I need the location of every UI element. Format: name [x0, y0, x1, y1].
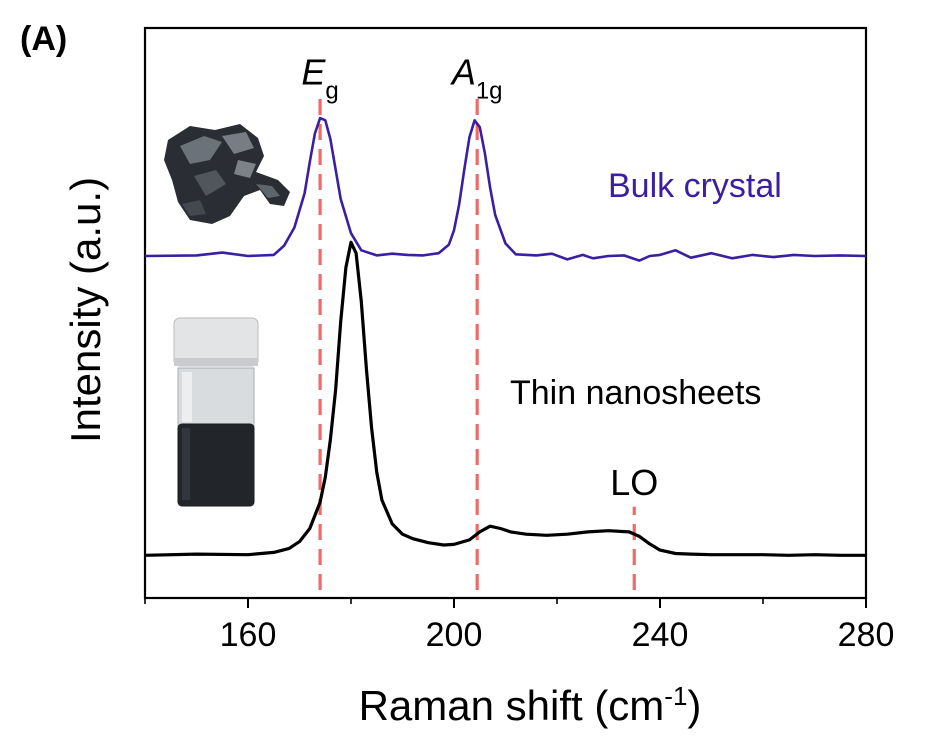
- x-tick-label-200: 200: [426, 616, 483, 654]
- x-axis-label-exponent: -1: [664, 681, 687, 711]
- y-axis-label: Intensity (a.u.): [62, 177, 109, 443]
- reference-label-2: LO: [610, 462, 658, 503]
- x-axis-label: Raman shift (cm-1): [359, 681, 702, 729]
- reference-labels: Eg A1g LO: [301, 51, 658, 502]
- nanosheet-vial-photo: [173, 317, 259, 507]
- series-layer: [144, 116, 867, 557]
- x-tick-label-240: 240: [632, 616, 689, 654]
- reference-lines: [318, 96, 636, 590]
- x-axis-label-main: Raman shift (cm: [359, 682, 665, 729]
- x-ticks: 160 200 240 280: [144, 598, 895, 654]
- series-line-bulk-crystal: [144, 116, 867, 262]
- x-axis-label-close: ): [687, 682, 701, 729]
- panel-label: (A): [20, 20, 67, 58]
- thin-nanosheets-label: Thin nanosheets: [510, 374, 761, 412]
- axes-frame: [143, 26, 868, 600]
- plot-area: [143, 26, 868, 600]
- x-tick-label-280: 280: [838, 616, 895, 654]
- x-tick-label-160: 160: [220, 616, 277, 654]
- reference-label-0: Eg: [301, 51, 338, 104]
- series-line-thin-nanosheets: [144, 240, 866, 557]
- reference-label-1: A1g: [450, 51, 503, 104]
- bulk-crystal-label: Bulk crystal: [608, 167, 782, 205]
- bulk-crystal-photo: [164, 124, 290, 224]
